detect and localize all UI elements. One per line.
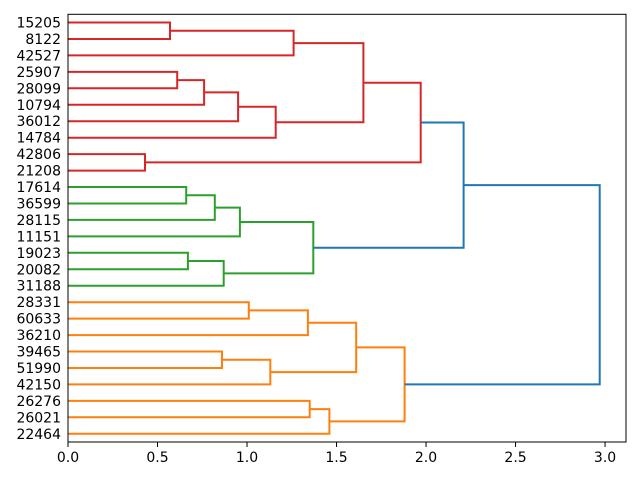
leaf-label-19023: 19023 [16,246,61,262]
x-tick-label-2.0: 2.0 [415,450,437,466]
leaf-label-42806: 42806 [16,147,61,163]
leaf-label-28099: 28099 [16,81,61,97]
leaf-label-28331: 28331 [16,295,61,311]
leaf-label-8122: 8122 [25,32,61,48]
leaf-label-28115: 28115 [16,213,61,229]
dendrogram-link-E [68,91,240,123]
leaf-label-21208: 21208 [16,164,61,180]
leaf-label-39465: 39465 [16,345,61,361]
dendrogram-link-A [68,21,171,40]
leaf-label-36012: 36012 [16,114,61,130]
dendrogram-link-L [68,186,188,205]
leaf-label-11151: 11151 [16,229,61,245]
dendrogram-link-X [68,408,331,435]
dendrogram-link-K [404,184,601,386]
leaf-label-42527: 42527 [16,48,61,64]
leaf-label-51990: 51990 [16,361,61,377]
leaf-label-36210: 36210 [16,328,61,344]
dendrogram-link-H [68,153,146,172]
dendrogram-link-W [68,399,311,419]
x-tick-label-3.0: 3.0 [594,450,616,466]
dendrogram-link-S [68,309,309,337]
leaf-label-36599: 36599 [16,196,61,212]
leaf-label-17614: 17614 [16,180,61,196]
leaf-label-60633: 60633 [16,312,61,328]
dendrogram-link-C [68,70,179,90]
dendrogram-link-R [68,301,250,320]
dendrogram-link-D [68,79,206,106]
x-tick-label-2.5: 2.5 [504,450,526,466]
x-tick-label-0.0: 0.0 [57,450,79,466]
dendrogram-link-M [68,194,216,221]
leaf-label-42150: 42150 [16,377,61,393]
dendrogram-link-P [68,260,225,287]
leaf-label-22464: 22464 [16,427,61,443]
dendrogram-link-J [313,121,465,249]
dendrogram-link-V [270,321,358,374]
dendrogram-link-U [68,358,272,386]
leaf-label-10794: 10794 [16,98,61,114]
x-tick-label-1.0: 1.0 [236,450,258,466]
leaf-label-31188: 31188 [16,279,61,295]
dendrogram-link-O [68,251,189,271]
leaf-label-20082: 20082 [16,262,61,278]
plot-border [67,13,627,443]
x-tick-label-1.5: 1.5 [325,450,347,466]
leaf-label-25907: 25907 [16,65,61,81]
leaf-label-26021: 26021 [16,410,61,426]
dendrogram-link-F [68,105,277,139]
leaf-label-15205: 15205 [16,16,61,32]
x-tick-label-0.5: 0.5 [146,450,168,466]
leaf-label-14784: 14784 [16,131,61,147]
leaf-label-26276: 26276 [16,394,61,410]
dendrogram-link-Q [223,221,315,275]
dendrogram-link-Y [329,346,406,423]
dendrogram-link-T [68,350,223,369]
dendrogram-link-B [68,29,295,57]
